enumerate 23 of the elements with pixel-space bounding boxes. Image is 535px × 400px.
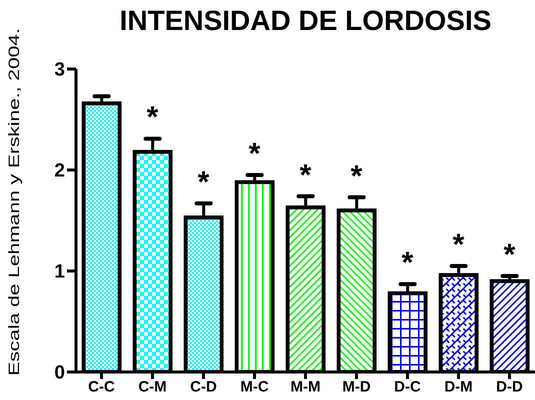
- annotation: *: [504, 238, 516, 272]
- y-tick-label: 2: [54, 160, 65, 182]
- chart-title: INTENSIDAD DE LORDOSIS: [118, 4, 492, 38]
- annotation: *: [198, 166, 210, 199]
- annotation: *: [350, 160, 363, 193]
- y-tick-label: 1: [54, 262, 66, 283]
- annotation: *: [300, 158, 312, 192]
- x-tick-label: C-D: [190, 378, 217, 396]
- y-tick-label: 0: [54, 362, 65, 384]
- x-tick-label: D-C: [394, 378, 421, 396]
- x-tick-label: D-D: [496, 378, 523, 396]
- x-tick-label: M-C: [240, 378, 269, 396]
- x-tick-label: C-C: [88, 378, 115, 396]
- annotation: *: [452, 228, 465, 262]
- x-tick-label: D-M: [444, 378, 473, 396]
- annotation: *: [146, 101, 159, 134]
- x-tick-label: M-M: [290, 378, 320, 396]
- y-tick-label: 3: [54, 60, 65, 81]
- annotation: *: [248, 138, 261, 171]
- x-tick-label: M-D: [342, 378, 371, 396]
- y-axis-title: Escala de Lehmann y Erskine., 2004.: [5, 28, 22, 376]
- annotation: *: [402, 246, 414, 280]
- x-tick-label: C-M: [138, 378, 167, 396]
